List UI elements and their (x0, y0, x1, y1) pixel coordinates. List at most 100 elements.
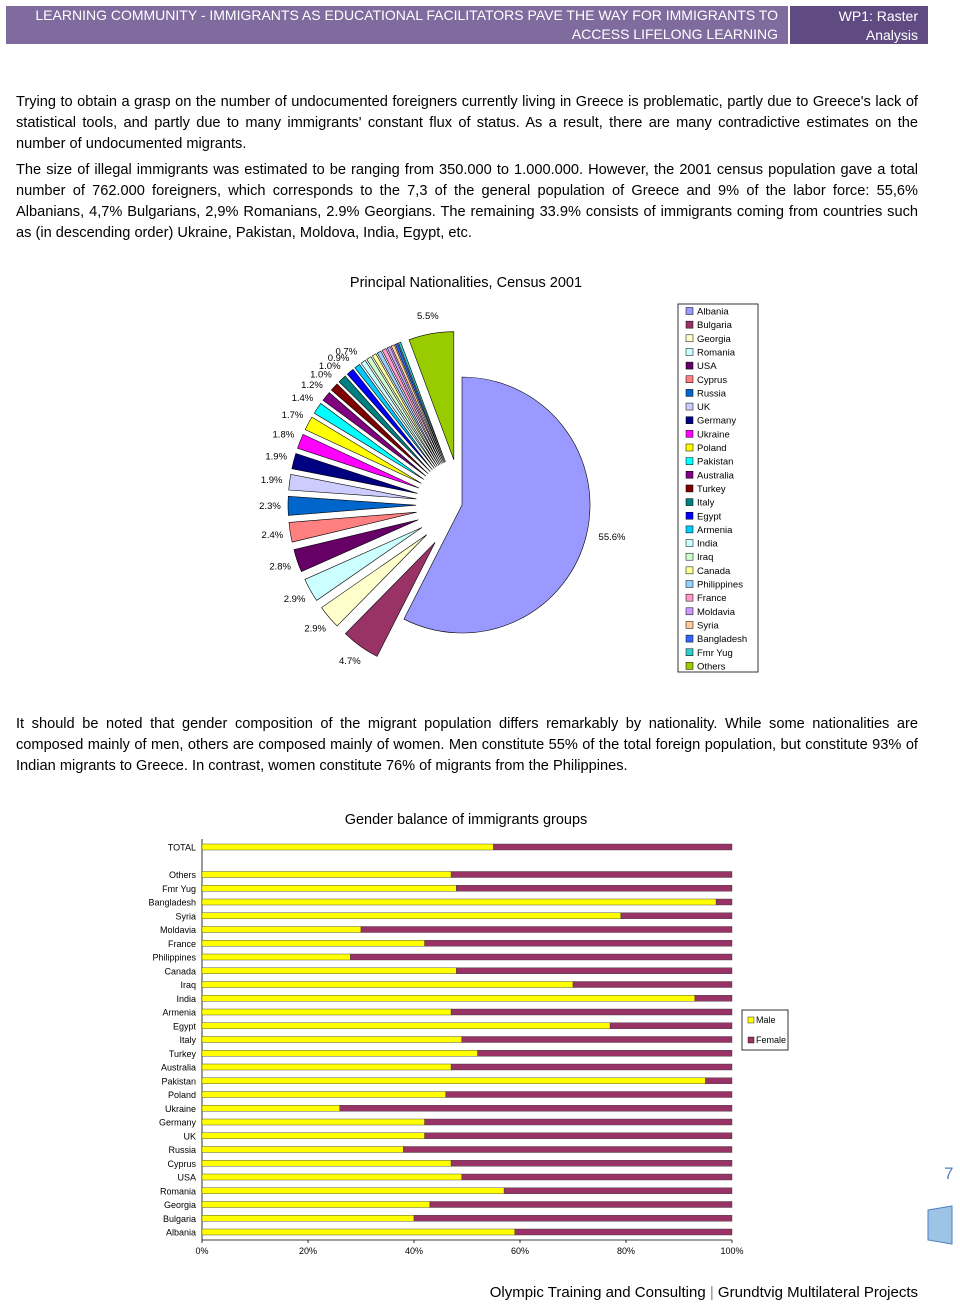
bar-segment (360, 926, 733, 933)
pie-slice (394, 342, 445, 463)
bar-segment (201, 885, 457, 892)
bar-segment (705, 1077, 733, 1084)
pie-slice (338, 375, 431, 472)
legend-label: Male (756, 1015, 776, 1025)
legend-swatch (685, 566, 694, 575)
bar-segment (201, 1160, 452, 1167)
y-tick-label: Poland (168, 1090, 196, 1100)
slice-label: 5.5% (417, 311, 439, 322)
paragraph: The size of illegal immigrants was estim… (16, 162, 918, 241)
bar-title: Gender balance of immigrants groups (345, 812, 588, 828)
x-tick-label: 100% (720, 1246, 743, 1256)
bar-segment (201, 1201, 431, 1208)
page-decoration (927, 1205, 953, 1245)
bar-segment (715, 898, 733, 906)
legend-label: Iraq (697, 552, 713, 563)
pie-slice (386, 346, 443, 464)
slice-label: 55.6% (599, 532, 626, 543)
legend-label: Romania (697, 347, 736, 358)
x-tick-label: 60% (511, 1246, 529, 1256)
bar-segment (201, 1146, 404, 1153)
legend-label: Australia (697, 470, 735, 481)
legend-swatch (685, 389, 694, 397)
y-tick-label: Albania (166, 1228, 196, 1238)
pie-slice (366, 356, 438, 467)
footer: Olympic Training and Consulting | Grundt… (490, 1284, 918, 1301)
y-tick-label: Iraq (180, 980, 196, 990)
y-tick-label: TOTAL (168, 843, 196, 853)
slice-label: 1.4% (292, 393, 314, 404)
legend-label: Turkey (697, 484, 726, 495)
y-tick-label: USA (177, 1173, 196, 1183)
legend-swatch (685, 593, 694, 602)
slice-label: 1.8% (273, 430, 295, 441)
pie-title: Principal Nationalities, Census 2001 (350, 275, 582, 291)
pie-slice (360, 360, 437, 468)
y-tick-label: UK (183, 1131, 196, 1141)
bar-segment (572, 981, 733, 988)
paragraph: Trying to obtain a grasp on the number o… (16, 94, 918, 152)
legend-label: India (697, 539, 718, 550)
y-tick-label: Cyprus (167, 1159, 196, 1169)
y-tick-label: Turkey (169, 1049, 197, 1059)
slice-label: 1.2% (301, 380, 323, 391)
y-tick-label: Armenia (162, 1008, 196, 1018)
slice-label: 2.8% (269, 562, 291, 573)
pie-slice (376, 350, 441, 465)
y-tick-label: Ukraine (165, 1104, 196, 1114)
pie-slice (304, 416, 422, 484)
y-tick-label: Fmr Yug (162, 884, 196, 894)
bar-segment (339, 1105, 733, 1112)
slice-label: 2.4% (262, 530, 284, 541)
y-tick-label: Bangladesh (148, 898, 196, 908)
bar-segment (201, 953, 351, 961)
bar-segment (461, 1173, 733, 1181)
legend-swatch (685, 539, 694, 547)
bar-segment (201, 1173, 462, 1181)
legend-label: Armenia (697, 525, 733, 536)
slice-label: 4.7% (339, 656, 361, 667)
legend-swatch (685, 348, 694, 356)
footer-left: Olympic Training and Consulting (489, 1284, 706, 1301)
legend-label: Fmr Yug (697, 648, 733, 659)
bar-segment (694, 995, 733, 1002)
x-tick-label: 20% (299, 1246, 317, 1256)
pie-slice (397, 341, 446, 463)
y-tick-label: Egypt (173, 1021, 197, 1031)
legend-swatch (685, 402, 694, 411)
footer-separator: | (709, 1284, 714, 1301)
bar-segment (201, 912, 621, 919)
pie-slice (408, 331, 455, 460)
bar-segment (201, 1008, 452, 1016)
legend-label: Syria (697, 620, 719, 631)
bar-segment (450, 871, 733, 878)
bar-segment (424, 1132, 733, 1139)
bar-segment (403, 1146, 733, 1153)
pie-slice (313, 403, 424, 480)
legend-swatch (685, 498, 694, 506)
bar-segment (350, 953, 733, 961)
legend-swatch (685, 457, 694, 465)
bar-segment (201, 1050, 478, 1057)
pie-slice (403, 376, 591, 634)
bar-legend-box (741, 1009, 789, 1051)
x-tick-label: 80% (617, 1246, 635, 1256)
legend-swatch (685, 471, 694, 479)
legend-label: Pakistan (697, 457, 733, 468)
y-tick-label: Moldavia (160, 925, 196, 935)
pie-slice (304, 527, 423, 601)
bar-segment (514, 1228, 733, 1236)
y-tick-label: Others (169, 870, 197, 880)
legend-label: Bulgaria (697, 320, 733, 331)
legend-label: Egypt (697, 511, 722, 522)
bar-segment (201, 1228, 515, 1236)
legend-label: Moldavia (697, 607, 736, 618)
slice-label: 0.7% (336, 347, 358, 358)
bar-segment (424, 940, 733, 947)
slice-label: 2.9% (304, 624, 326, 635)
slice-label: 2.3% (259, 501, 281, 512)
footer-right: Grundtvig Multilateral Projects (717, 1284, 918, 1301)
legend-swatch (685, 416, 694, 424)
pie-slice (287, 495, 417, 516)
bar-segment (450, 1160, 733, 1167)
